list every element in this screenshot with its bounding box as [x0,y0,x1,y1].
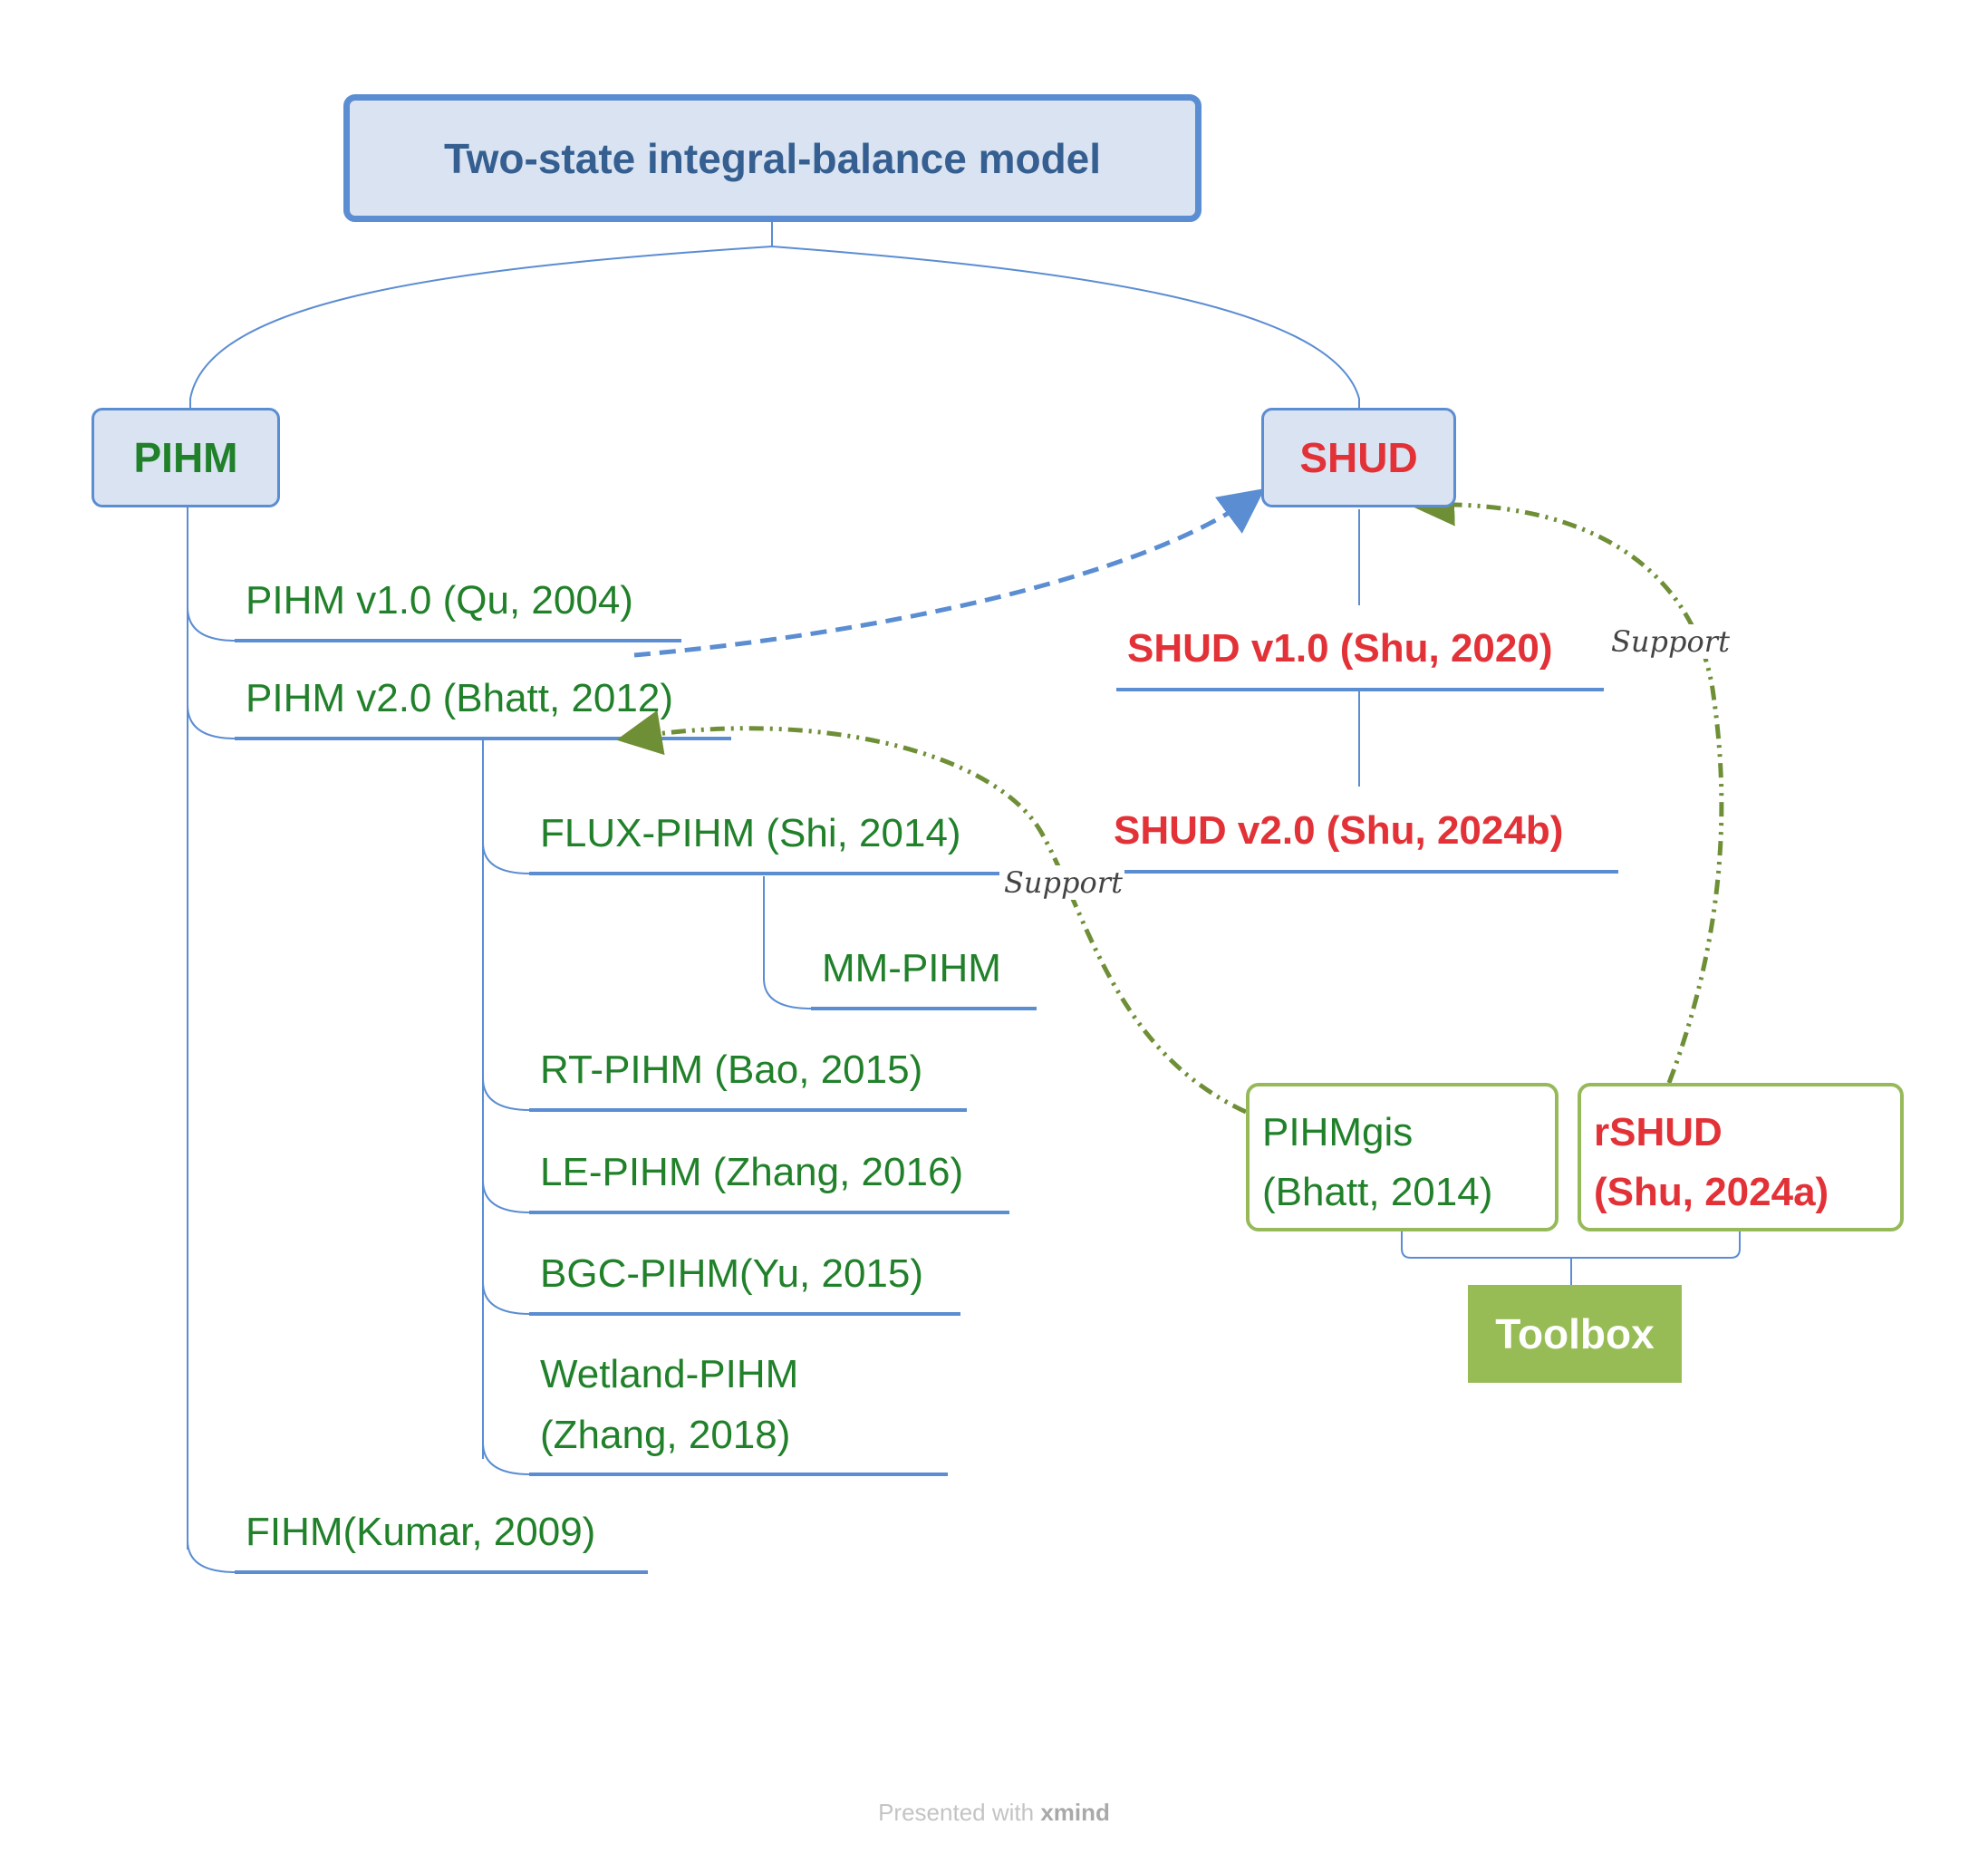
pihm-topic[interactable]: PIHM [92,408,280,507]
wetland-connector [482,1442,531,1475]
root-to-shud-connector [771,246,1360,408]
footer-prefix: Presented with [878,1799,1035,1826]
rshud-support-relation [1409,480,1724,1084]
pihmgis-line2: (Bhatt, 2014) [1262,1170,1493,1214]
le-pihm-topic[interactable]: LE-PIHM (Zhang, 2016) [540,1150,964,1194]
shud-topic[interactable]: SHUD [1261,408,1456,507]
wetland-pihm-line2: (Zhang, 2018) [540,1413,791,1457]
le-connector [482,1180,531,1213]
wetland-pihm-topic[interactable]: Wetland-PIHM (Zhang, 2018) [540,1344,798,1465]
toolbox-topic[interactable]: Toolbox [1468,1285,1682,1383]
mm-pihm-topic[interactable]: MM-PIHM [822,946,1001,990]
bgc-connector [482,1281,531,1315]
flux-pihm-topic[interactable]: FLUX-PIHM (Shi, 2014) [540,811,961,855]
mm-connector [763,876,812,1009]
pihm-v2-topic[interactable]: PIHM v2.0 (Bhatt, 2012) [246,676,673,720]
pihm-v1-topic[interactable]: PIHM v1.0 (Qu, 2004) [246,578,633,623]
shud-v2-topic[interactable]: SHUD v2.0 (Shu, 2024b) [1114,808,1564,853]
pihmgis-support-relation [616,710,1248,1115]
presented-with-footer[interactable]: Presented with xmind [0,1799,1988,1827]
flux-connector [482,842,531,874]
pihm-v1-connector [187,606,236,642]
rt-pihm-topic[interactable]: RT-PIHM (Bao, 2015) [540,1048,923,1092]
fihm-topic[interactable]: FIHM(Kumar, 2009) [246,1510,596,1554]
pihm-v1-to-shud-relation [633,488,1266,658]
rshud-topic[interactable]: rSHUD (Shu, 2024a) [1578,1083,1904,1231]
support-label-pihmgis[interactable]: Support [1002,865,1124,900]
rshud-line2: (Shu, 2024a) [1594,1170,1829,1214]
root-to-pihm-connector [189,246,773,408]
rshud-line1: rSHUD [1594,1110,1723,1154]
pihm-v2-connector [187,704,236,739]
rt-connector [482,1077,531,1111]
toolbox-bracket [1401,1231,1741,1259]
root-topic[interactable]: Two-state integral-balance model [343,94,1201,222]
fihm-connector [187,1540,236,1573]
wetland-pihm-line1: Wetland-PIHM [540,1352,799,1396]
support-label-rshud[interactable]: Support [1609,624,1732,659]
pihmgis-topic[interactable]: PIHMgis (Bhatt, 2014) [1246,1083,1559,1231]
pihmgis-line1: PIHMgis [1262,1110,1414,1154]
shud-v1-topic[interactable]: SHUD v1.0 (Shu, 2020) [1127,626,1553,671]
xmind-brand: xmind [1040,1799,1110,1826]
bgc-pihm-topic[interactable]: BGC-PIHM(Yu, 2015) [540,1251,924,1296]
